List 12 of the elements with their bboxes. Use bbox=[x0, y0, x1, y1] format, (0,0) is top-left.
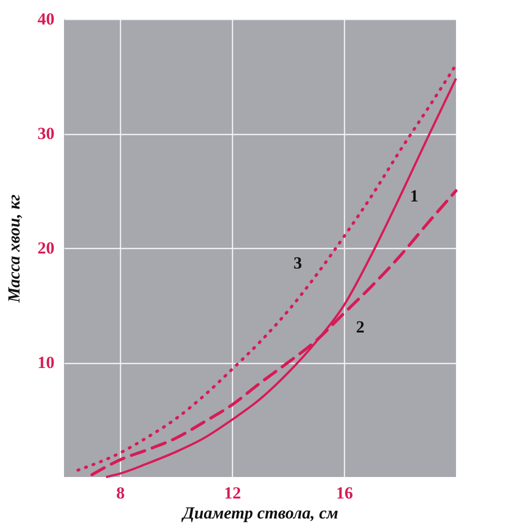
y-tick-label: 40 bbox=[38, 10, 54, 28]
series-label: 2 bbox=[356, 317, 364, 336]
x-tick-label: 12 bbox=[224, 484, 241, 502]
y-tick-label: 30 bbox=[38, 124, 54, 143]
series-label: 1 bbox=[410, 186, 418, 206]
y-axis-title: Масса хвои, кг bbox=[4, 194, 24, 304]
x-tick-label: 16 bbox=[336, 484, 353, 502]
y-tick-label: 20 bbox=[38, 238, 54, 258]
series-label: 3 bbox=[294, 253, 302, 272]
x-axis-title: Диаметр ствола, см bbox=[180, 504, 339, 522]
y-tick-label: 10 bbox=[38, 353, 54, 372]
x-tick-label: 8 bbox=[116, 484, 125, 502]
